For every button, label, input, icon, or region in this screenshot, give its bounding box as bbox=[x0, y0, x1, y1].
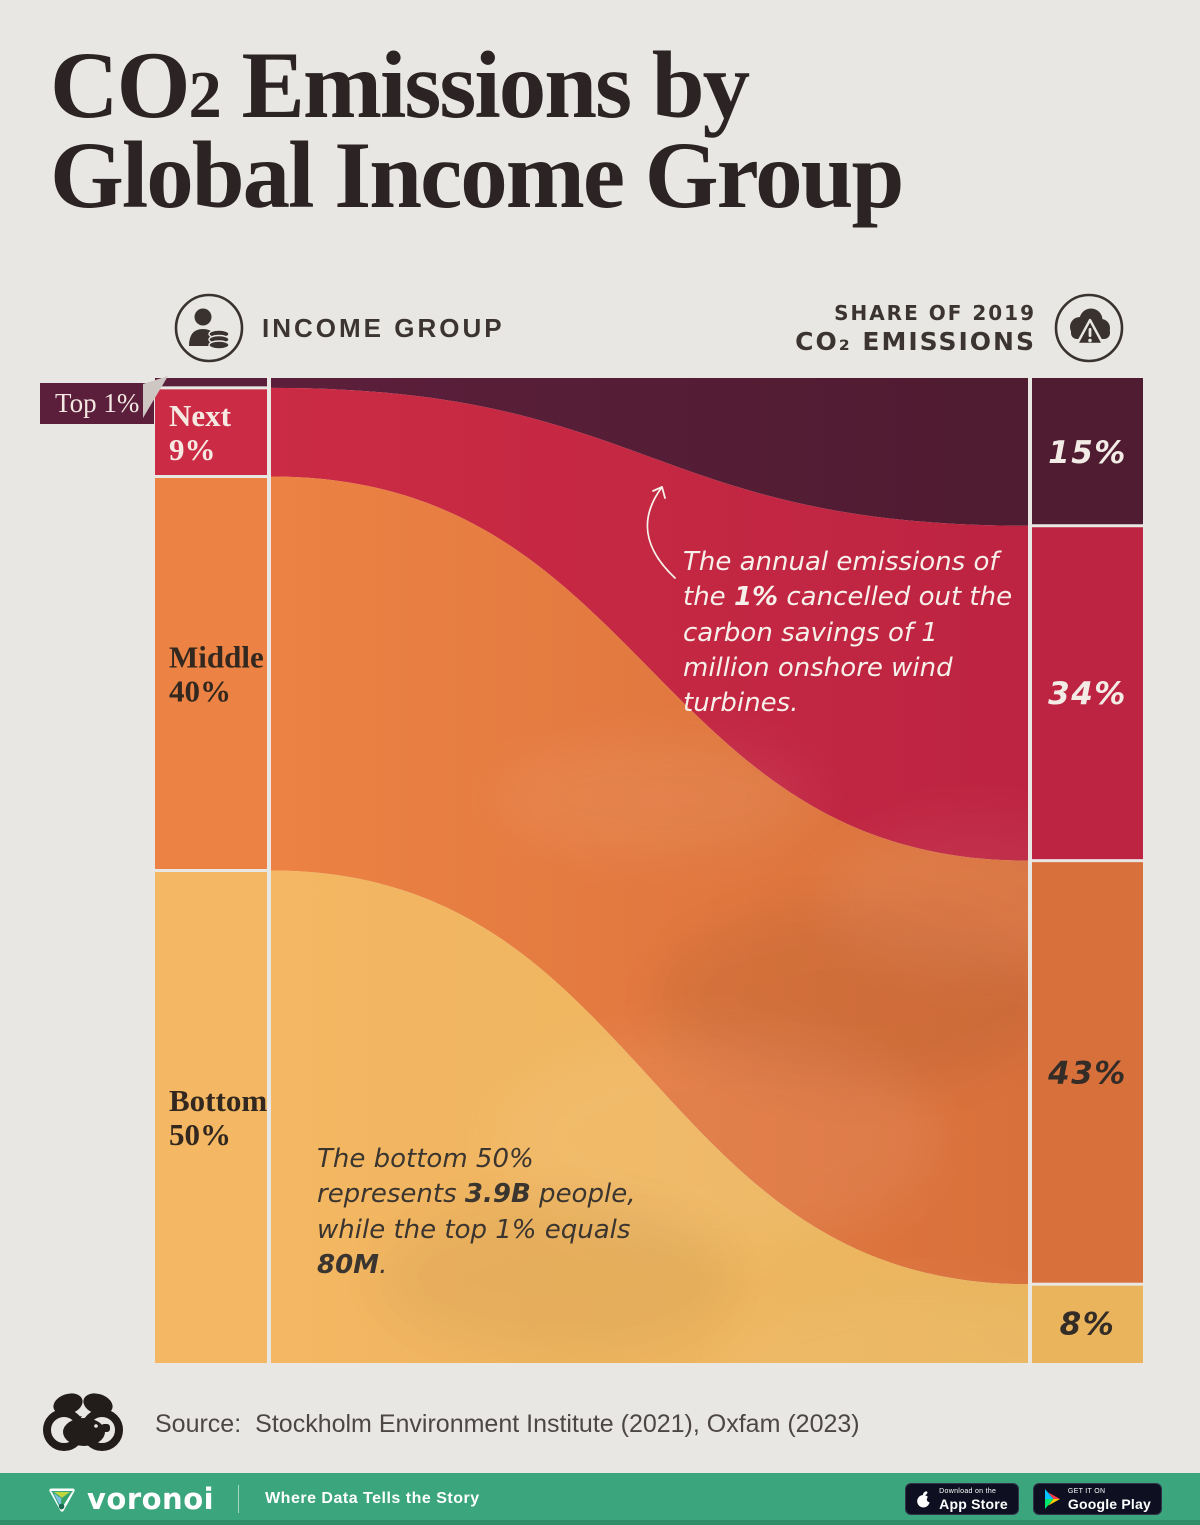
publisher-logo bbox=[43, 1393, 123, 1451]
sankey-node-right-1 bbox=[1032, 527, 1143, 860]
left-node-label-1: Next 9% bbox=[169, 398, 232, 467]
voronoi-logo-icon bbox=[49, 1488, 75, 1512]
sankey-node-left-0 bbox=[155, 378, 267, 387]
right-node-label-2: 43% bbox=[1047, 1055, 1127, 1091]
app-store-badge[interactable]: Download on the App Store bbox=[905, 1483, 1019, 1515]
app-store-badge-text: Download on the App Store bbox=[939, 1488, 1008, 1511]
annotation-pop-p2: people, while the top 1% equals bbox=[317, 1179, 636, 1245]
footer-bar: voronoi Where Data Tells the Story Downl… bbox=[0, 1473, 1200, 1525]
voronoi-brand-name: voronoi bbox=[87, 1482, 215, 1516]
income-group-label: INCOME GROUP bbox=[262, 312, 505, 343]
annotation-pop-p3: . bbox=[379, 1250, 388, 1281]
sankey-node-left-1 bbox=[155, 389, 267, 475]
google-play-badge[interactable]: GET IT ON Google Play bbox=[1032, 1483, 1162, 1515]
left-node-label-2: Middle 40% bbox=[169, 640, 264, 709]
title-line2: Global Income Group bbox=[50, 122, 904, 229]
title-line1-rest: Emissions by bbox=[219, 32, 751, 138]
sankey-node-left-2 bbox=[155, 478, 267, 869]
sankey-chart-area: Next 9% Middle 40% Bottom 50% 15% 34% 43% 8% The … bbox=[155, 378, 1143, 1363]
app-store-line1: Download on the bbox=[939, 1487, 997, 1495]
google-play-badge-text: GET IT ON Google Play bbox=[1068, 1488, 1151, 1511]
cloud-warning-icon bbox=[1054, 293, 1124, 363]
sankey-link-0 bbox=[271, 378, 1028, 526]
top1-tag: Top 1% bbox=[40, 383, 155, 424]
annotation-wind-turbines: The annual emissions of the 1% cancelled… bbox=[683, 545, 1028, 722]
title-subscript: 2 bbox=[188, 59, 222, 132]
right-node-label-0: 15% bbox=[1048, 435, 1127, 471]
source-text: Source: Stockholm Environment Institute (… bbox=[155, 1410, 860, 1439]
title-co: CO bbox=[50, 32, 190, 138]
emissions-label-line2: CO₂ EMISSIONS bbox=[795, 326, 1036, 356]
voronoi-brand: voronoi bbox=[47, 1482, 214, 1516]
top1-tag-label: Top 1% bbox=[55, 388, 140, 418]
annotation-wind-pre: The annual emissions of the bbox=[683, 547, 999, 613]
footer-tagline: Where Data Tells the Story bbox=[265, 1490, 480, 1507]
person-coins-icon bbox=[174, 293, 244, 363]
footer-divider bbox=[238, 1485, 240, 1513]
income-group-header: INCOME GROUP bbox=[174, 293, 505, 363]
annotation-pop-p1: The bottom 50% represents bbox=[317, 1144, 534, 1210]
annotation-wind-post: cancelled out the carbon savings of 1 mi… bbox=[683, 582, 1013, 719]
emissions-label: SHARE OF 2019 CO₂ EMISSIONS bbox=[795, 301, 1036, 356]
sankey-node-right-3 bbox=[1032, 1285, 1143, 1363]
sankey-node-left-3 bbox=[155, 872, 267, 1363]
store-badges: Download on the App Store GET IT ON Goog… bbox=[905, 1483, 1162, 1515]
annotation-wind-bold: 1% bbox=[733, 582, 779, 613]
annotation-pop-b1: 3.9B bbox=[464, 1179, 531, 1210]
sankey-node-right-2 bbox=[1032, 862, 1143, 1283]
page-title: CO2 Emissions by Global Income Group bbox=[50, 38, 904, 223]
right-node-label-1: 34% bbox=[1048, 676, 1127, 712]
left-node-label-3: Bottom 50% bbox=[169, 1083, 267, 1152]
annotation-population: The bottom 50% represents 3.9B people, w… bbox=[317, 1142, 657, 1283]
emissions-label-line1: SHARE OF 2019 bbox=[834, 300, 1036, 325]
sankey-node-right-0 bbox=[1032, 378, 1143, 525]
google-play-icon bbox=[1044, 1489, 1060, 1509]
annotation-pop-b2: 80M bbox=[317, 1250, 380, 1281]
smoke-texture bbox=[375, 738, 1028, 1363]
annotation-arrow bbox=[646, 486, 676, 579]
right-node-label-3: 8% bbox=[1060, 1307, 1116, 1343]
emissions-header: SHARE OF 2019 CO₂ EMISSIONS bbox=[795, 293, 1124, 363]
google-play-line2: Google Play bbox=[1067, 1495, 1151, 1512]
source-citation: Stockholm Environment Institute (2021), … bbox=[255, 1410, 860, 1438]
sankey-chart: Next 9% Middle 40% Bottom 50% 15% 34% 43% 8% bbox=[155, 378, 1143, 1363]
source-label: Source: bbox=[155, 1410, 242, 1438]
app-store-line2: App Store bbox=[939, 1495, 1008, 1512]
google-play-line1: GET IT ON bbox=[1067, 1487, 1106, 1495]
source-row: Source: Stockholm Environment Institute (… bbox=[0, 1392, 1200, 1462]
sankey-link-1 bbox=[271, 387, 1028, 861]
apple-icon bbox=[917, 1490, 933, 1507]
top1-tag-fold bbox=[143, 376, 168, 418]
